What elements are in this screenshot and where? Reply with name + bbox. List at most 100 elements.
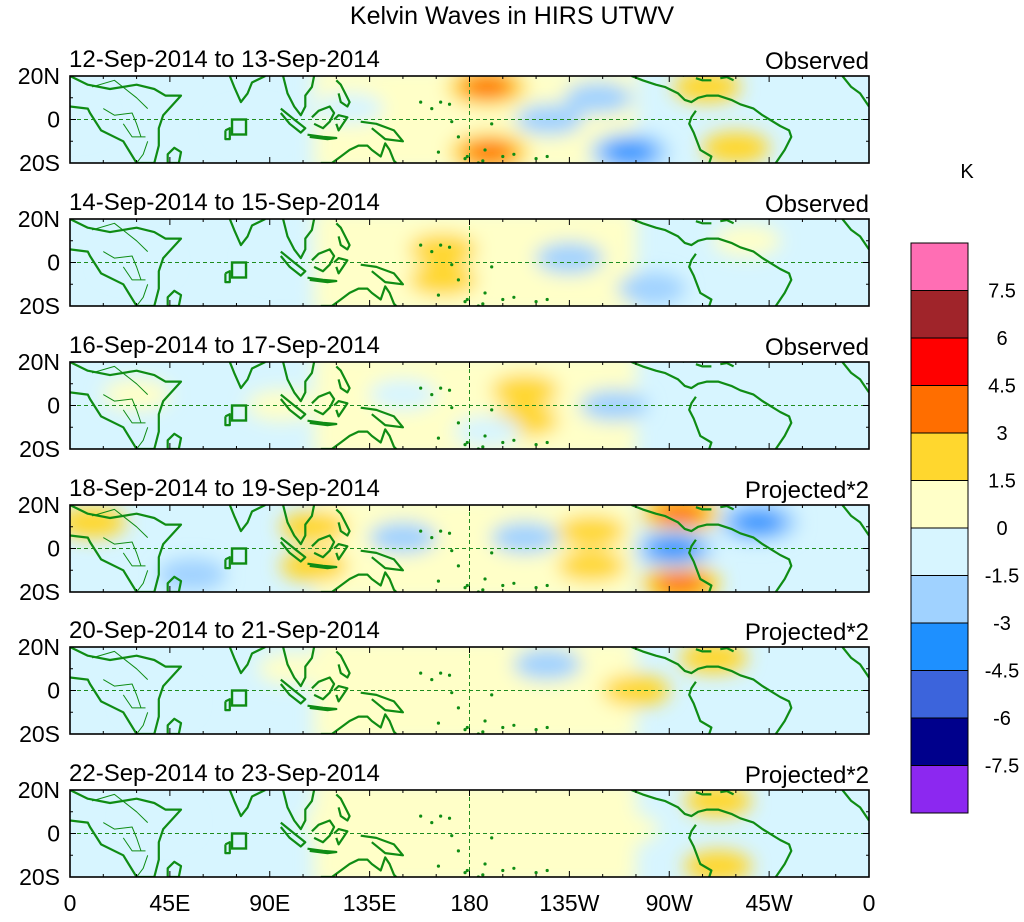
colorbar-bin xyxy=(910,480,969,529)
y-tick-label: 20N xyxy=(18,777,60,803)
reference-box xyxy=(230,832,248,850)
y-tick-label: 0 xyxy=(47,821,60,847)
anomaly-blob xyxy=(535,242,604,275)
colorbar-bin xyxy=(910,290,969,339)
x-tick-label: 0 xyxy=(64,890,77,916)
panel-kind-label: Observed xyxy=(765,191,869,218)
country-border xyxy=(122,266,146,281)
coastline xyxy=(335,79,351,108)
coastline xyxy=(688,539,713,592)
y-tick-label: 0 xyxy=(47,393,60,419)
colorbar: K 7.5 6 4.5 3 1.5 0 -1.5 -3 -4.5 -6 -7.5 xyxy=(910,161,1019,814)
panel-kind-label: Projected*2 xyxy=(745,619,869,646)
country-border xyxy=(92,79,149,109)
panel-1: 12-Sep-2014 to 13-Sep-2014 Observed 20N 0 20… xyxy=(18,46,870,176)
reference-box xyxy=(230,547,248,565)
anomaly-blob xyxy=(391,663,460,696)
island xyxy=(483,719,487,723)
island xyxy=(465,725,469,730)
panel-6: 22-Sep-2014 to 23-Sep-2014 Projected*2 20N… xyxy=(18,760,870,890)
coastline xyxy=(282,219,316,260)
country-border xyxy=(136,141,149,163)
coastline xyxy=(166,860,183,877)
island xyxy=(430,250,434,254)
y-tick-label: 0 xyxy=(47,678,60,704)
island xyxy=(545,154,549,159)
anomaly-blob xyxy=(684,850,753,877)
anomaly-blob xyxy=(654,572,707,592)
x-tick-label: 45E xyxy=(149,890,190,916)
coastline xyxy=(279,250,307,277)
island xyxy=(490,408,494,412)
coastline xyxy=(311,105,336,130)
island xyxy=(419,671,423,675)
coastline xyxy=(70,647,183,734)
island xyxy=(512,866,516,870)
colorbar-label: -7.5 xyxy=(985,756,1019,778)
panel-date-label: 22-Sep-2014 to 23-Sep-2014 xyxy=(69,760,380,787)
colorbar-label: 4.5 xyxy=(988,376,1016,398)
coastline xyxy=(320,713,398,734)
coastline xyxy=(333,114,349,132)
coastline xyxy=(307,133,338,141)
coastline xyxy=(688,396,713,449)
island xyxy=(419,100,423,104)
anomaly-blob xyxy=(280,510,349,543)
coastline xyxy=(307,562,338,570)
country-border xyxy=(103,108,142,138)
coastline xyxy=(320,856,398,877)
island xyxy=(481,588,485,592)
coastline xyxy=(360,120,404,143)
x-tick-label: 135W xyxy=(539,890,599,916)
anomaly-blob xyxy=(712,224,781,257)
island xyxy=(490,693,494,697)
colorbar-bin xyxy=(910,575,969,624)
x-tick-label: 90E xyxy=(249,890,290,916)
coastline xyxy=(307,847,338,855)
coastline xyxy=(688,253,713,306)
coastline xyxy=(282,647,316,688)
panel-date-label: 18-Sep-2014 to 19-Sep-2014 xyxy=(69,475,380,502)
country-border xyxy=(103,394,142,424)
island xyxy=(501,868,505,873)
island xyxy=(436,150,441,154)
x-tick-label: 90W xyxy=(646,890,694,916)
coastline xyxy=(282,362,316,403)
island xyxy=(450,549,454,553)
anomaly-blob xyxy=(564,81,633,114)
coastline xyxy=(335,508,351,537)
y-tick-label: 20N xyxy=(18,634,60,660)
anomaly-blob xyxy=(603,141,656,163)
anomaly-blob xyxy=(701,131,770,163)
y-tick-label: 0 xyxy=(47,107,60,133)
island xyxy=(447,673,452,677)
island xyxy=(439,814,443,818)
coastline xyxy=(360,834,404,857)
coastline xyxy=(311,391,336,416)
coastline xyxy=(307,276,338,284)
island xyxy=(463,871,467,875)
country-border xyxy=(122,694,146,709)
coastline xyxy=(70,76,183,163)
colorbar-bin xyxy=(910,670,969,719)
coastline xyxy=(224,698,231,712)
island xyxy=(501,583,505,588)
colorbar-label: 1.5 xyxy=(988,471,1016,493)
island xyxy=(419,529,423,533)
island xyxy=(534,443,538,447)
island xyxy=(465,154,469,159)
island xyxy=(436,721,441,725)
island xyxy=(534,300,538,304)
coastline xyxy=(307,704,338,712)
y-tick-label: 20N xyxy=(18,63,60,89)
anomaly-blob xyxy=(557,549,626,582)
island xyxy=(545,297,549,302)
island xyxy=(490,836,494,840)
country-border xyxy=(122,123,146,138)
panel-field xyxy=(70,790,869,877)
coastline xyxy=(695,506,712,511)
panel-date-label: 16-Sep-2014 to 17-Sep-2014 xyxy=(69,332,380,359)
coastlines xyxy=(70,219,869,306)
island xyxy=(439,386,443,390)
colorbar-label: -4.5 xyxy=(985,661,1019,683)
